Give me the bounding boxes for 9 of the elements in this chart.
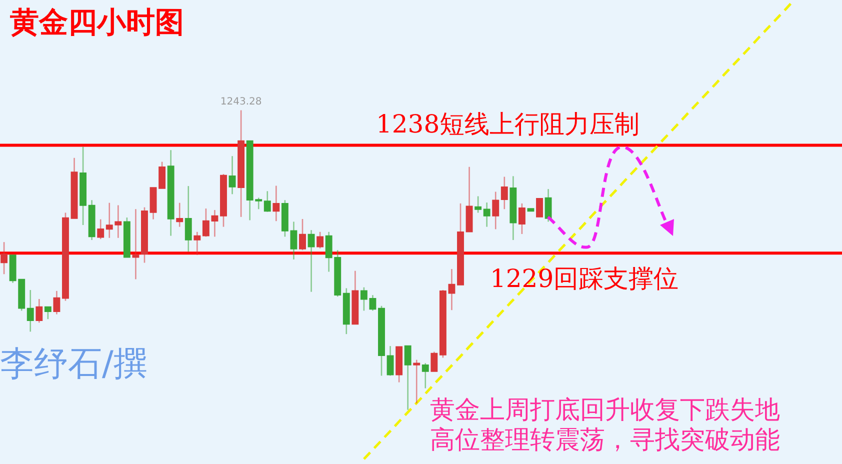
ref-line-label: 1238短线上行阻力压制 (376, 109, 640, 138)
text: 高位整理转震荡，寻找突破动能 (430, 425, 780, 454)
candlestick (536, 198, 543, 218)
chart-title: 黄金四小时图 (9, 5, 184, 39)
annotation: 李纾石/撰 (0, 344, 148, 384)
ref-line-label: 1229回踩支撑位 (490, 264, 679, 294)
annotation: 黄金上周打底回升收复下跌失地 (430, 395, 780, 424)
candlestick (430, 351, 438, 372)
annotation: 1243.28 (220, 96, 262, 108)
